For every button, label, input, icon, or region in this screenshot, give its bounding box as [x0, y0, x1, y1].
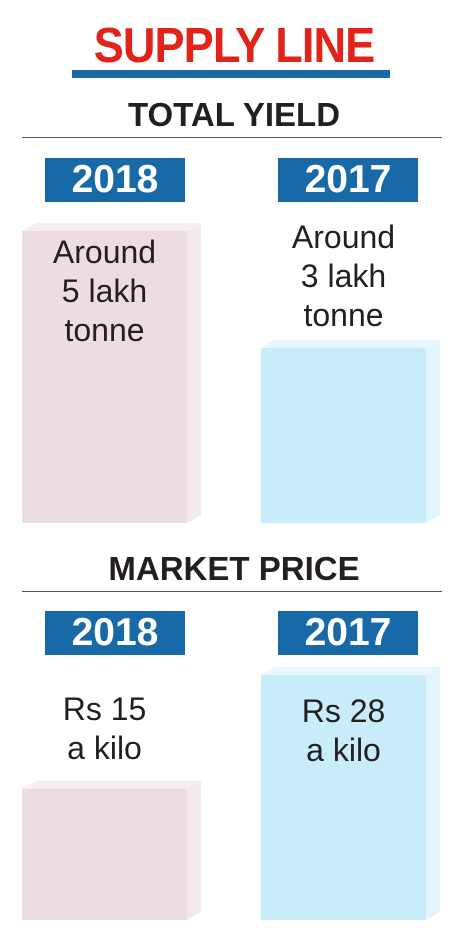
bar-value-label-line: Around	[52, 234, 157, 270]
bar-value-label-line: tonne	[64, 312, 145, 348]
bar-side-face	[187, 780, 201, 920]
year-badge-2017: 2017	[278, 611, 418, 655]
bar-value-label-line: 5 lakh	[61, 273, 148, 309]
section-title-total-yield: TOTAL YIELD	[127, 96, 341, 133]
bar-value-label: Around 5 lakh tonne	[12, 233, 197, 350]
bar-front-face	[22, 231, 187, 523]
year-badge-2017: 2017	[278, 158, 418, 202]
year-badge-2018: 2018	[45, 158, 185, 202]
bar-value-label-line: Rs 28	[301, 693, 386, 729]
bar-value-label-line: tonne	[303, 297, 384, 333]
bar-top-face	[22, 223, 201, 231]
page-title: SUPPLY LINE	[93, 19, 375, 73]
section-title-market-price: MARKET PRICE	[108, 550, 360, 587]
bar-value-label-line: 3 lakh	[300, 258, 387, 294]
bar-side-face	[426, 667, 440, 920]
bar-front-face	[22, 788, 187, 920]
title-underline	[72, 70, 390, 78]
bar-2018-price	[22, 780, 201, 920]
bar-value-label: Rs 28 a kilo	[251, 692, 436, 770]
bar-value-label-line: Around	[291, 219, 396, 255]
bar-value-label-line: a kilo	[306, 732, 381, 768]
bar-2018-yield	[22, 223, 201, 523]
bar-front-face	[261, 347, 426, 523]
bar-front-face	[261, 675, 426, 920]
bar-value-label: Around 3 lakh tonne	[251, 218, 436, 335]
bar-2017-price	[261, 667, 440, 920]
bar-top-face	[261, 339, 440, 348]
bar-top-face	[22, 780, 201, 789]
bar-value-label-line: a kilo	[67, 730, 142, 766]
section-divider	[22, 591, 442, 592]
bar-value-label-line: Rs 15	[62, 691, 147, 727]
bar-top-face	[261, 667, 440, 675]
bar-side-face	[426, 339, 440, 523]
year-badge-2018: 2018	[45, 611, 185, 655]
bar-value-label: Rs 15 a kilo	[12, 690, 197, 768]
bar-2017-yield	[261, 339, 440, 523]
section-divider	[22, 137, 442, 138]
bar-side-face	[187, 223, 201, 523]
